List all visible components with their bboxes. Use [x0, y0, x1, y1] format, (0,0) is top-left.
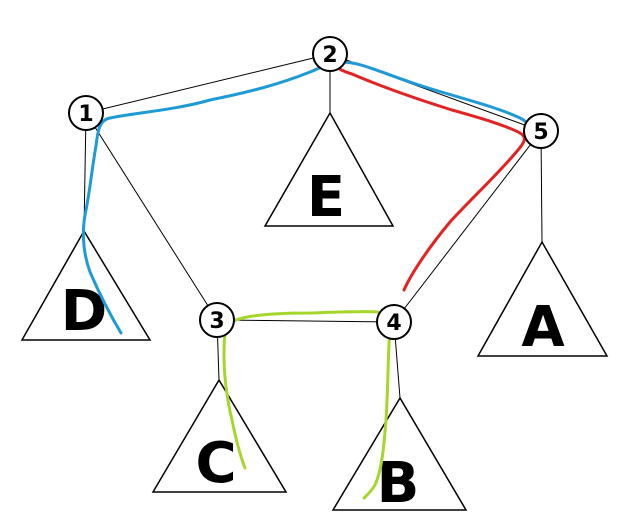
- subtree-label-c: C: [195, 431, 236, 496]
- subtree-label-d: D: [61, 279, 107, 344]
- node-label-2: 2: [322, 43, 337, 68]
- edge-1-3: [85, 112, 218, 321]
- edge-5-A: [540, 130, 543, 243]
- node-label-4: 4: [386, 311, 401, 336]
- highlight-path-green: [222, 310, 391, 500]
- subtree-triangle-c: [151, 378, 288, 493]
- subtree-triangle-b: [331, 396, 468, 511]
- node-label-5: 5: [533, 120, 548, 145]
- subtree-triangles: [20, 111, 609, 511]
- node-4: 4: [376, 304, 412, 340]
- subtree-label-e: E: [307, 165, 345, 230]
- subtree-label-a: A: [521, 295, 565, 360]
- node-5: 5: [523, 113, 559, 149]
- node-2: 2: [312, 36, 348, 72]
- node-label-1: 1: [78, 102, 93, 127]
- edge-1-2: [85, 53, 331, 114]
- highlight-path-red: [331, 63, 526, 292]
- node-label-3: 3: [209, 309, 224, 334]
- subtree-triangle-e: [263, 111, 395, 227]
- node-1: 1: [68, 95, 104, 131]
- subtree-triangle-d: [20, 229, 152, 341]
- subtree-triangle-a: [476, 240, 609, 357]
- node-3: 3: [199, 302, 235, 338]
- edge-4-5: [393, 130, 542, 323]
- highlight-path-blue: [81, 60, 532, 335]
- edge-3-4: [216, 319, 395, 323]
- subtree-label-b: B: [377, 451, 420, 516]
- tree-nodes: 1 2 3 4 5: [68, 36, 559, 340]
